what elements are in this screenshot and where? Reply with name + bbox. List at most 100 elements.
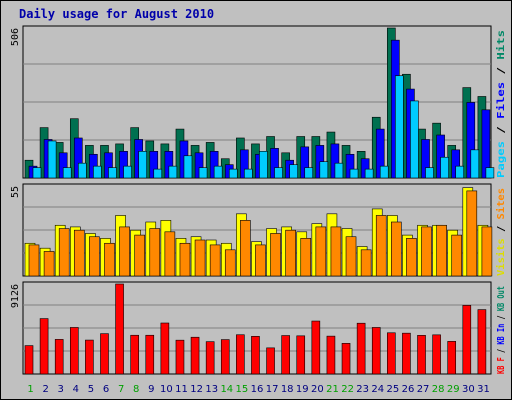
- bar-pages-day-18: [289, 164, 298, 179]
- bar-pages-day-29: [455, 165, 465, 179]
- bar-sites-day-19: [300, 238, 312, 277]
- bar-pages-day-4: [77, 162, 87, 179]
- bar-kb-f-day-9: [145, 334, 155, 375]
- bar-kb-f-day-12: [190, 336, 200, 375]
- bar-sites-day-1: [28, 244, 40, 277]
- y-max-label: 9126: [10, 284, 21, 308]
- x-tick-label: 26: [402, 384, 415, 395]
- bar-sites-day-13: [209, 244, 221, 277]
- bar-kb-f-day-20: [311, 320, 321, 375]
- bar-sites-day-26: [406, 238, 417, 277]
- bar-sites-day-10: [164, 231, 176, 277]
- bar-sites-day-28: [436, 224, 447, 277]
- x-tick-label: 1: [27, 384, 33, 395]
- x-tick-label: 11: [175, 384, 188, 395]
- bar-kb-f-day-2: [39, 318, 49, 375]
- bar-pages-day-22: [349, 168, 359, 179]
- x-tick-label: 7: [118, 384, 124, 395]
- bar-sites-day-25: [391, 221, 402, 277]
- bar-sites-day-11: [179, 242, 191, 277]
- bar-pages-day-26: [410, 100, 419, 179]
- x-tick-label: 30: [462, 384, 475, 395]
- x-tick-label: 17: [266, 384, 279, 395]
- bar-kb-f-day-22: [341, 343, 351, 375]
- x-tick-label: 22: [341, 384, 354, 395]
- bar-sites-day-30: [466, 190, 478, 277]
- x-tick-label: 19: [296, 384, 309, 395]
- x-tick-label: 29: [447, 384, 460, 395]
- bar-kb-f-day-1: [24, 345, 34, 375]
- bar-pages-day-19: [304, 167, 314, 179]
- x-tick-label: 10: [160, 384, 173, 395]
- bar-sites-day-16: [255, 244, 266, 277]
- bar-pages-day-11: [183, 155, 193, 179]
- bar-pages-day-27: [425, 167, 434, 179]
- bar-sites-day-12: [194, 239, 206, 277]
- x-tick-label: 2: [42, 384, 48, 395]
- legend-entry: Files: [495, 82, 507, 119]
- bar-kb-f-day-8: [130, 334, 139, 375]
- bar-pages-day-28: [440, 156, 449, 179]
- bar-sites-day-4: [73, 229, 85, 277]
- bar-kb-f-day-6: [100, 333, 109, 375]
- x-tick-label: 8: [133, 384, 139, 395]
- bar-pages-day-14: [228, 168, 238, 179]
- x-tick-label: 14: [220, 384, 233, 395]
- bar-pages-day-15: [244, 168, 253, 179]
- bar-sites-day-14: [224, 249, 236, 277]
- bar-sites-day-8: [134, 234, 145, 277]
- bar-sites-day-24: [375, 215, 387, 277]
- x-tick-label: 5: [88, 384, 94, 395]
- bar-sites-day-7: [119, 226, 130, 277]
- bar-kb-f-day-25: [387, 332, 396, 375]
- bar-sites-day-3: [58, 228, 70, 277]
- bar-sites-day-15: [240, 220, 251, 277]
- bar-kb-f-day-15: [236, 334, 245, 375]
- bar-pages-day-3: [62, 167, 72, 179]
- bar-kb-f-day-5: [85, 339, 94, 375]
- x-tick-label: 31: [477, 384, 490, 395]
- bar-sites-day-29: [451, 234, 463, 277]
- bar-pages-day-24: [379, 165, 389, 179]
- bar-kb-f-day-14: [220, 339, 230, 375]
- bar-pages-day-6: [108, 167, 117, 179]
- x-tick-label: 15: [236, 384, 249, 395]
- bar-pages-day-7: [123, 165, 132, 179]
- bar-sites-day-6: [104, 242, 115, 277]
- bar-kb-f-day-19: [296, 335, 306, 375]
- bar-sites-day-18: [285, 229, 296, 277]
- bar-pages-day-5: [93, 165, 102, 179]
- bar-sites-day-5: [89, 236, 100, 277]
- x-tick-label: 25: [387, 384, 400, 395]
- bar-pages-day-31: [485, 167, 495, 179]
- bar-pages-day-17: [274, 167, 283, 179]
- legend-entry: /: [496, 119, 507, 141]
- x-tick-label: 6: [103, 384, 109, 395]
- bar-pages-day-9: [153, 168, 163, 179]
- x-tick-label: 9: [148, 384, 154, 395]
- bar-kb-f-day-27: [417, 335, 426, 375]
- x-tick-label: 4: [73, 384, 79, 395]
- bar-kb-f-day-7: [115, 283, 124, 375]
- bar-kb-f-day-3: [54, 339, 64, 375]
- bar-kb-f-day-11: [175, 339, 185, 375]
- bar-pages-day-16: [259, 151, 268, 179]
- legend-entry: KB Out: [496, 286, 507, 311]
- legend-entry: Hits: [495, 30, 507, 60]
- x-tick-label: 20: [311, 384, 324, 395]
- bar-kb-f-day-28: [432, 334, 441, 375]
- bar-kb-f-day-16: [251, 336, 260, 375]
- bar-pages-day-20: [319, 161, 329, 179]
- legend-entry: Sites: [495, 188, 507, 219]
- x-tick-label: 18: [281, 384, 294, 395]
- bar-kb-f-day-13: [205, 341, 215, 375]
- legend-entry: /: [496, 60, 507, 82]
- bar-sites-day-20: [315, 226, 327, 277]
- bar-pages-day-8: [138, 151, 147, 179]
- bar-sites-day-22: [345, 236, 357, 277]
- legend-entry: KB In: [496, 324, 507, 345]
- x-tick-label: 12: [190, 384, 203, 395]
- bar-pages-day-23: [364, 168, 374, 179]
- bar-kb-f-day-10: [160, 322, 170, 375]
